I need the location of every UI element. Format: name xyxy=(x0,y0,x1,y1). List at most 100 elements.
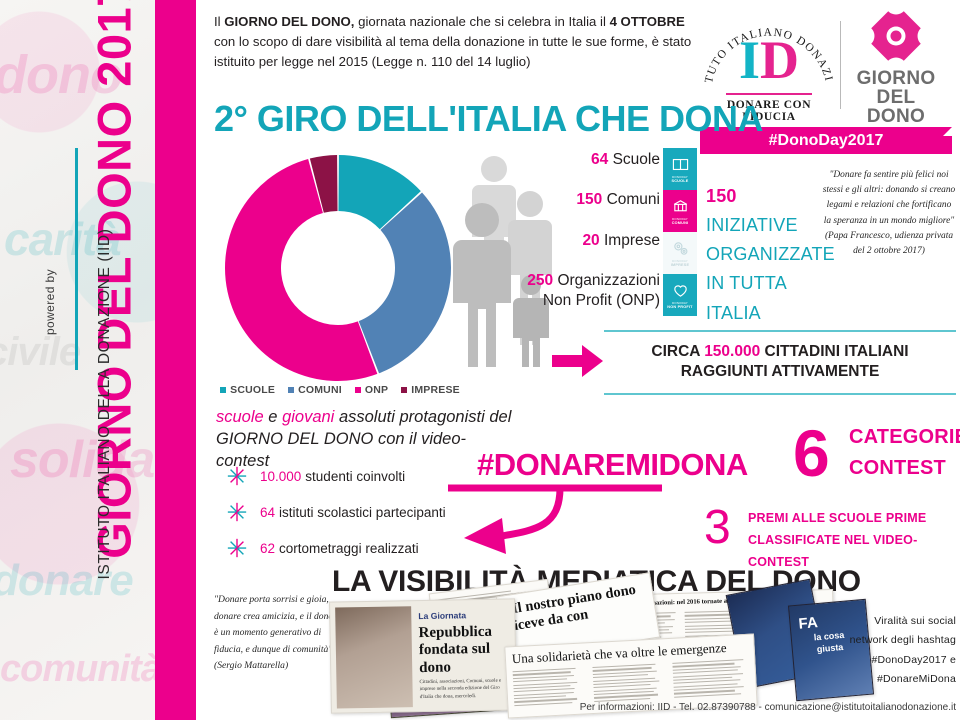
prizes-number: 3 xyxy=(704,501,731,554)
people-silhouettes-icon xyxy=(453,156,552,367)
heart-icon xyxy=(673,284,687,297)
categories-text: CATEGORIE CONTEST xyxy=(849,422,960,484)
sidebar-pink-stripe xyxy=(155,0,196,720)
badge-comuni: DONODAY COMUNI xyxy=(663,190,697,232)
legend-item: SCUOLE xyxy=(220,384,275,396)
stats-list: 64 Scuole 150 Comuni 20 Imprese 250 Orga… xyxy=(498,150,660,310)
legend-label-imprese: IMPRESE xyxy=(411,384,460,396)
badge-label: SCUOLE xyxy=(671,178,689,183)
tv-label-la-cosa: la cosa xyxy=(813,629,845,643)
circa-post: CITTADINI ITALIANI xyxy=(760,343,909,360)
bullet-text: cortometraggi realizzati xyxy=(279,540,419,556)
legend-item: IMPRESE xyxy=(401,384,460,396)
press-clipping-giornata: La Giornata Repubblica fondata sul dono … xyxy=(329,598,517,714)
stat-number: 150 xyxy=(576,191,603,209)
tagline-line-2: GIORNO DEL DONO con il video-contest xyxy=(216,429,467,470)
sidebar-divider xyxy=(75,148,78,370)
donut-slice-comuni xyxy=(358,192,451,374)
bullet-item: 10.000 studenti coinvolti xyxy=(226,458,516,494)
chart-legend: SCUOLE COMUNI ONP IMPRESE xyxy=(218,384,462,396)
prizes-line-2: CLASSIFICATE NEL VIDEO-CONTEST xyxy=(748,532,918,569)
donut-chart xyxy=(222,152,454,384)
asterisk-icon xyxy=(227,466,247,486)
gdd-line-1: GIORNO xyxy=(856,67,936,89)
intro-bold-1: GIORNO DEL DONO, xyxy=(224,14,355,29)
tagline-pink-2: giovani xyxy=(282,408,335,426)
bullet-item: 64 istituti scolastici partecipanti xyxy=(226,494,516,530)
giorno-del-dono-wordmark: GIORNO DEL DONO xyxy=(846,69,946,126)
press-collage: Ripartono le donazioni: nel 2016 tornate… xyxy=(329,572,875,719)
circa-pre: CIRCA xyxy=(651,343,705,360)
badge-kicker: DONODAY xyxy=(672,300,688,305)
badge-scuole: DONODAY SCUOLE xyxy=(663,148,697,190)
stat-label: Imprese xyxy=(604,231,660,249)
footer-contact: Per informazioni: IID - Tel. 02.87390788… xyxy=(579,702,956,713)
bullet-list: 10.000 studenti coinvolti 64 istituti sc… xyxy=(226,458,516,566)
circa-number: 150.000 xyxy=(704,343,761,360)
donut-chart-svg xyxy=(224,155,451,382)
badge-kicker: DONODAY xyxy=(672,216,688,221)
legend-item: ONP xyxy=(354,384,389,396)
powered-by-label: powered by xyxy=(43,268,57,336)
ghost-word: dono xyxy=(0,45,123,105)
categories-line-2: CONTEST xyxy=(849,457,946,479)
ghost-word: comunità xyxy=(0,648,162,690)
stat-row: 250 Organizzazioni Non Profit (ONP) xyxy=(498,271,660,310)
tagline-rest: assoluti protagonisti del xyxy=(334,408,512,426)
curved-arrow-icon xyxy=(448,484,662,554)
badge-non-profit: DONODAY NON PROFIT xyxy=(663,274,697,316)
tagline-pink-1: scuole xyxy=(216,408,264,426)
prizes-line-1: PREMI ALLE SCUOLE PRIME xyxy=(748,511,927,525)
badge-label: NON PROFIT xyxy=(667,304,693,309)
intro-part-1: Il xyxy=(214,14,225,29)
logo-tagline: DONARE CON FIDUCIA xyxy=(726,99,812,123)
legend-swatch-onp xyxy=(354,387,361,393)
press-lines xyxy=(672,659,750,700)
gdd-line-2: DEL DONO xyxy=(866,86,926,127)
legend-label-onp: ONP xyxy=(364,384,389,396)
book-icon xyxy=(672,158,688,170)
iid-arc-text-icon: ISTITUTO ITALIANO DONAZIONE xyxy=(700,9,833,84)
stat-label-second-line: Non Profit (ONP) xyxy=(542,291,660,309)
badge-label: COMUNI xyxy=(671,220,689,225)
callout-rule-top xyxy=(604,330,956,332)
stat-row: 20 Imprese xyxy=(498,231,660,250)
iid-letter-i: I xyxy=(738,30,760,90)
badge-column: DONODAY SCUOLE DONODAY COMUNI DONODAY IM… xyxy=(663,148,697,316)
press-headline: Repubblica fondata sul dono xyxy=(418,623,493,676)
press-kicker: La Giornata xyxy=(418,610,467,622)
social-virality-text: Viralità sui social network degli hashta… xyxy=(849,615,956,686)
circa-line-2: RAGGIUNTI ATTIVAMENTE xyxy=(680,363,880,381)
asterisk-icon xyxy=(227,538,247,558)
giorno-del-dono-logo: GIORNO DEL DONO xyxy=(846,0,946,126)
asterisk-icon xyxy=(227,502,247,522)
stat-number: 20 xyxy=(582,231,600,249)
stat-label: Scuole xyxy=(612,151,660,168)
bullet-number: 10.000 xyxy=(260,468,302,484)
initiatives-number: 150 xyxy=(706,186,737,206)
intro-part-2: giornata nazionale che si celebra in Ita… xyxy=(354,14,610,29)
pope-quote: "Donare fa sentire più felici noi stessi… xyxy=(822,170,956,257)
tv-label-fa: FA xyxy=(797,614,819,633)
reach-callout: CIRCA 150.000 CITTADINI ITALIANI RAGGIUN… xyxy=(604,330,956,396)
donut-slice-onp xyxy=(224,159,378,382)
press-lines xyxy=(592,663,664,704)
badge-imprese: DONODAY IMPRESE xyxy=(663,232,697,274)
iid-logo: ISTITUTO ITALIANO DONAZIONE ID DONARE CO… xyxy=(700,7,838,123)
logo-separator xyxy=(840,21,841,109)
stat-number: 64 xyxy=(591,151,609,168)
bullet-number: 62 xyxy=(260,540,276,556)
iid-letters: ID xyxy=(700,33,838,87)
logo-row: ISTITUTO ITALIANO DONAZIONE ID DONARE CO… xyxy=(700,0,952,126)
intro-bold-2: 4 OTTOBRE xyxy=(609,14,685,29)
stat-label: Comuni xyxy=(606,191,660,209)
donut-slice-imprese xyxy=(309,155,338,213)
arrow-right-icon xyxy=(552,345,603,377)
press-body: Cittadini, associazioni, Comuni, scuole … xyxy=(419,678,502,700)
legend-swatch-scuole xyxy=(220,387,227,393)
stat-number: 250 xyxy=(527,272,554,290)
stat-label: Organizzazioni xyxy=(557,272,660,290)
intro-paragraph: Il GIORNO DEL DONO, giornata nazionale c… xyxy=(214,12,694,72)
initiatives-word: INIZIATIVE xyxy=(706,215,798,236)
